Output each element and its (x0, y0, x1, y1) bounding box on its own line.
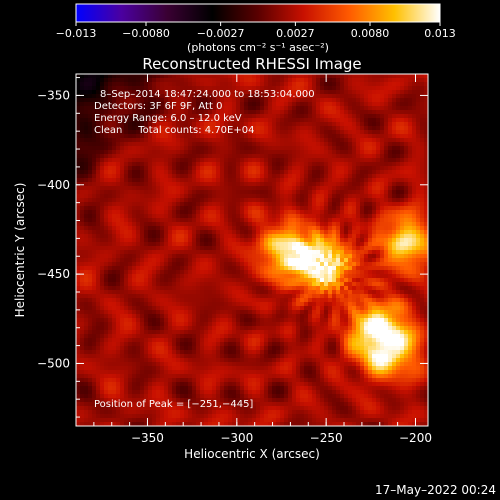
annotation-clean: Clean Total counts: 4.70E+04 (94, 125, 254, 136)
y-axis: −350 −400 −450 −500 (37, 77, 428, 418)
colorbar-tick-label: −0.013 (56, 27, 97, 40)
heatmap-image (76, 74, 428, 426)
annotation-peak: Position of Peak = [−251,−445] (94, 399, 253, 410)
annotation-time-range: 8–Sep–2014 18:47:24.000 to 18:53:04.000 (100, 89, 315, 100)
y-tick-label: −500 (37, 356, 70, 370)
y-tick-label: −400 (37, 178, 70, 192)
footer-timestamp: 17–May–2022 00:24 (375, 483, 496, 497)
colorbar-tick-label: −0.0080 (122, 27, 170, 40)
colorbar: −0.013 −0.0080 −0.0027 0.0027 0.0080 0.013 (p… (56, 3, 456, 54)
y-tick-label: −450 (37, 267, 70, 281)
colorbar-tick-label: 0.013 (424, 27, 456, 40)
x-tick-label: −250 (310, 431, 343, 445)
y-axis-label: Heliocentric Y (arcsec) (13, 183, 27, 318)
x-axis: −350 −300 −250 −200 (75, 74, 432, 445)
x-tick-label: −300 (220, 431, 253, 445)
colorbar-tick-label: 0.0080 (351, 27, 390, 40)
chart-title: Reconstructed RHESSI Image (142, 55, 361, 73)
annotation-detectors: Detectors: 3F 6F 9F, Att 0 (94, 101, 222, 112)
y-tick-label: −350 (37, 88, 70, 102)
colorbar-tick-label: −0.0027 (197, 27, 245, 40)
x-tick-label: −200 (399, 431, 432, 445)
x-axis-label: Heliocentric X (arcsec) (184, 447, 320, 461)
annotations: 8–Sep–2014 18:47:24.000 to 18:53:04.000 … (94, 89, 315, 410)
heatmap-raster (76, 74, 428, 426)
colorbar-ticks: −0.013 −0.0080 −0.0027 0.0027 0.0080 0.013 (56, 22, 456, 40)
annotation-energy: Energy Range: 6.0 – 12.0 keV (94, 113, 242, 124)
colorbar-tick-label: 0.0027 (276, 27, 315, 40)
x-tick-label: −350 (131, 431, 164, 445)
colorbar-gradient (75, 3, 441, 23)
plot-frame (75, 73, 429, 427)
colorbar-units: (photons cm⁻² s⁻¹ asec⁻²) (187, 41, 329, 54)
